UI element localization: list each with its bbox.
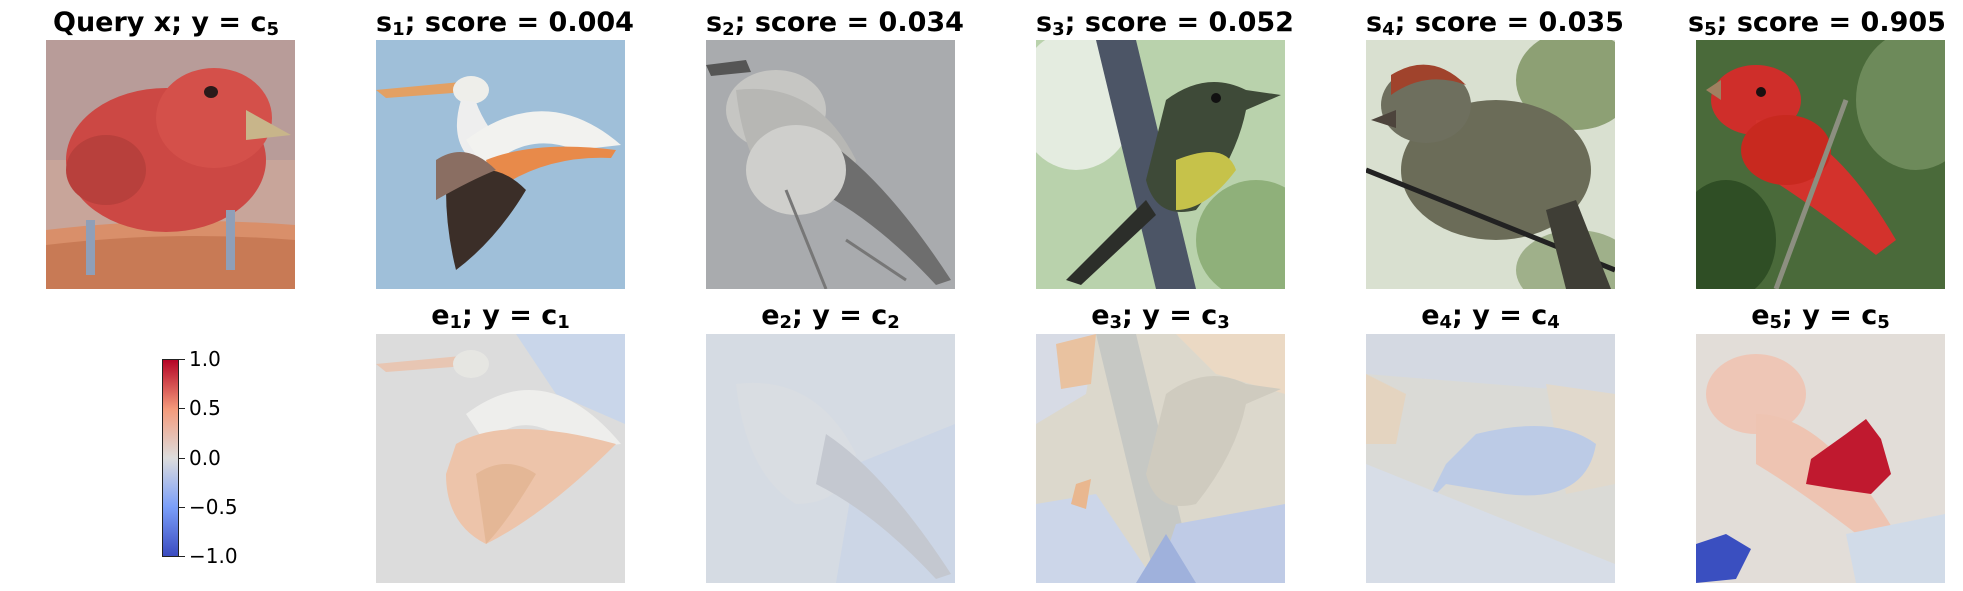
shrike-explanation — [706, 334, 955, 583]
top-title-2-post: ; score = 0.034 — [734, 7, 964, 38]
bottom-title-4-sub2: 4 — [1547, 312, 1560, 333]
top-title-1-post: ; score = 0.004 — [404, 7, 634, 38]
top-title-2: s2; score = 0.034 — [685, 4, 985, 42]
tanager-image — [1696, 40, 1945, 289]
bottom-title-5-mid: ; y = c — [1782, 300, 1878, 331]
bottom-title-3-mid: ; y = c — [1122, 300, 1218, 331]
bottom-title-2-sub2: 2 — [887, 312, 900, 333]
bottom-title-2-pre: e — [761, 300, 780, 331]
colorbar — [162, 359, 179, 557]
colorbar-tick — [179, 408, 185, 409]
bottom-title-2-sub: 2 — [779, 312, 793, 333]
flycatcher-image — [1036, 40, 1285, 289]
bottom-title-1: e1; y = c1 — [376, 297, 625, 335]
bottom-title-3-sub: 3 — [1109, 312, 1123, 333]
top-title-4: s4; score = 0.035 — [1345, 4, 1645, 42]
bottom-title-3: e3; y = c3 — [1036, 297, 1285, 335]
bottom-title-4: e4; y = c4 — [1366, 297, 1615, 335]
query-title-text: Query x; y = c — [53, 7, 267, 38]
top-title-2-pre: s — [706, 7, 723, 38]
bottom-title-2-mid: ; y = c — [792, 300, 888, 331]
bottom-title-3-sub2: 3 — [1217, 312, 1230, 333]
colorbar-tick-label: 1.0 — [189, 347, 221, 371]
colorbar-tick-label: −0.5 — [189, 495, 238, 519]
colorbar-tick — [179, 556, 185, 557]
top-title-4-pre: s — [1366, 7, 1383, 38]
top-title-2-sub: 2 — [722, 19, 735, 40]
top-title-4-post: ; score = 0.035 — [1394, 7, 1624, 38]
bottom-title-5-sub: 5 — [1769, 312, 1783, 333]
top-title-1: s1; score = 0.004 — [355, 4, 655, 42]
top-title-5-post: ; score = 0.905 — [1716, 7, 1946, 38]
colorbar-tick-label: −1.0 — [189, 544, 238, 568]
query-title-sub: 5 — [266, 19, 279, 40]
colorbar-tick — [179, 359, 185, 360]
bottom-title-4-sub: 4 — [1439, 312, 1453, 333]
bottom-title-4-pre: e — [1421, 300, 1440, 331]
top-title-4-sub: 4 — [1382, 19, 1395, 40]
query-title: Query x; y = c5 — [36, 4, 296, 42]
bottom-title-1-pre: e — [431, 300, 450, 331]
top-title-3-pre: s — [1036, 7, 1053, 38]
bottom-title-4-mid: ; y = c — [1452, 300, 1548, 331]
pelican-image — [376, 40, 625, 289]
top-title-5-sub: 5 — [1704, 19, 1717, 40]
top-title-3-sub: 3 — [1052, 19, 1065, 40]
bottom-title-1-mid: ; y = c — [462, 300, 558, 331]
colorbar-tick-label: 0.5 — [189, 396, 221, 420]
bottom-title-1-sub: 1 — [449, 312, 463, 333]
colorbar-tick-label: 0.0 — [189, 446, 221, 470]
sparrow-explanation — [1366, 334, 1615, 583]
bottom-title-3-pre: e — [1091, 300, 1110, 331]
top-title-3-post: ; score = 0.052 — [1064, 7, 1294, 38]
top-title-5-pre: s — [1688, 7, 1705, 38]
bottom-title-5-pre: e — [1751, 300, 1770, 331]
top-title-3: s3; score = 0.052 — [1015, 4, 1315, 42]
sparrow-image — [1366, 40, 1615, 289]
bottom-title-2: e2; y = c2 — [706, 297, 955, 335]
colorbar-tick — [179, 507, 185, 508]
tanager-explanation — [1696, 334, 1945, 583]
bottom-title-5: e5; y = c5 — [1696, 297, 1945, 335]
top-title-1-sub: 1 — [392, 19, 405, 40]
colorbar-tick — [179, 458, 185, 459]
bottom-title-1-sub2: 1 — [557, 312, 570, 333]
top-title-1-pre: s — [376, 7, 393, 38]
flycatcher-explanation — [1036, 334, 1285, 583]
shrike-image — [706, 40, 955, 289]
query-image — [46, 40, 295, 289]
pelican-explanation — [376, 334, 625, 583]
top-title-5: s5; score = 0.905 — [1675, 4, 1959, 42]
bottom-title-5-sub2: 5 — [1877, 312, 1890, 333]
